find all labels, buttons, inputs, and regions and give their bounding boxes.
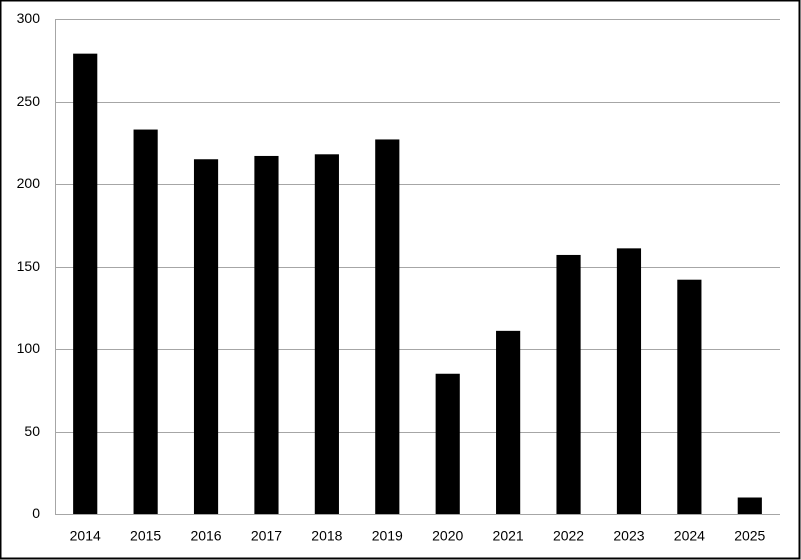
bar	[73, 53, 98, 515]
bar	[496, 330, 521, 514]
bar	[556, 254, 581, 514]
x-tick-label: 2016	[190, 528, 221, 544]
x-tick-label: 2015	[130, 528, 161, 544]
x-tick-label: 2022	[553, 528, 584, 544]
y-tick-label: 150	[17, 258, 41, 274]
y-tick-label: 200	[17, 175, 41, 191]
bar	[133, 129, 158, 515]
x-tick-label: 2023	[613, 528, 644, 544]
y-tick-label: 300	[17, 10, 41, 26]
x-tick-label: 2019	[372, 528, 403, 544]
x-tick-label: 2020	[432, 528, 463, 544]
y-tick-label: 100	[17, 340, 41, 356]
x-tick-label: 2014	[70, 528, 101, 544]
bar	[254, 155, 279, 514]
bar	[375, 139, 400, 514]
y-tick-label: 0	[32, 505, 40, 521]
x-tick-label: 2024	[674, 528, 705, 544]
y-tick-label: 50	[24, 423, 40, 439]
y-tick-label: 250	[17, 93, 41, 109]
bar	[193, 159, 219, 514]
x-tick-label: 2025	[734, 528, 765, 544]
bar	[314, 154, 339, 515]
bar	[677, 279, 702, 514]
bar	[737, 497, 762, 514]
x-tick-label: 2017	[251, 528, 282, 544]
bar	[616, 248, 642, 514]
x-tick-label: 2021	[493, 528, 524, 544]
bar	[435, 373, 460, 514]
x-tick-label: 2018	[311, 528, 342, 544]
